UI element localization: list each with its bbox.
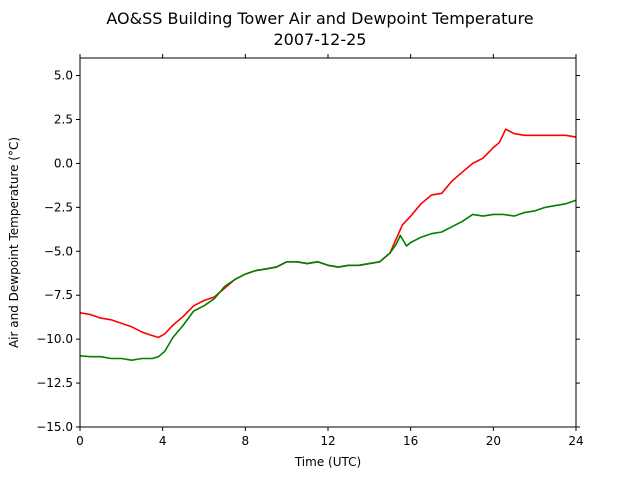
y-tick-label: 0.0 [54,156,73,170]
x-tick-label: 24 [568,434,583,448]
x-tick-label: 16 [403,434,418,448]
x-axis-label: Time (UTC) [294,455,361,469]
y-tick-label: −2.5 [44,200,73,214]
x-tick-label: 4 [159,434,167,448]
series-layer [79,128,577,361]
plot-area: 0 4 8 12 16 20 24 −15.0−12.5−10.0−7.5−5.0−2.50… [36,54,584,448]
x-axis: 0 4 8 12 16 20 24 [76,54,584,448]
series-line-2 [79,199,577,361]
y-tick-label: −15.0 [36,420,73,434]
x-tick-label: 12 [320,434,335,448]
chart-title: AO&SS Building Tower Air and Dewpoint Te… [106,9,533,28]
y-tick-label: −12.5 [36,376,73,390]
y-tick-label: −5.0 [44,244,73,258]
y-axis-label: Air and Dewpoint Temperature (°C) [7,137,21,348]
y-tick-label: 5.0 [54,69,73,83]
x-tick-label: 20 [486,434,501,448]
x-tick-label: 8 [242,434,250,448]
y-tick-label: −10.0 [36,332,73,346]
y-tick-label: 2.5 [54,113,73,127]
x-tick-label: 0 [76,434,84,448]
y-axis: −15.0 −12.5 −10.0 −7.5 −5.0 −2.5 0.0 2.5 5.0 [36,69,580,434]
y-tick-label: −7.5 [44,288,73,302]
chart-subtitle: 2007-12-25 [274,30,367,49]
